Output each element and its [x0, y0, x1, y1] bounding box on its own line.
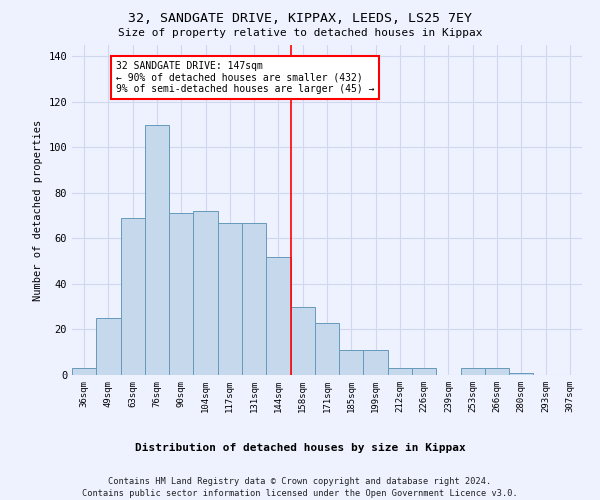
Text: 32, SANDGATE DRIVE, KIPPAX, LEEDS, LS25 7EY: 32, SANDGATE DRIVE, KIPPAX, LEEDS, LS25 …	[128, 12, 472, 26]
Text: Contains HM Land Registry data © Crown copyright and database right 2024.: Contains HM Land Registry data © Crown c…	[109, 477, 491, 486]
Text: Contains public sector information licensed under the Open Government Licence v3: Contains public sector information licen…	[82, 489, 518, 498]
Bar	[169, 214, 193, 375]
Bar	[412, 368, 436, 375]
Y-axis label: Number of detached properties: Number of detached properties	[33, 120, 43, 300]
Bar	[72, 368, 96, 375]
Bar	[339, 350, 364, 375]
Bar	[364, 350, 388, 375]
Text: 32 SANDGATE DRIVE: 147sqm
← 90% of detached houses are smaller (432)
9% of semi-: 32 SANDGATE DRIVE: 147sqm ← 90% of detac…	[116, 61, 374, 94]
Bar	[96, 318, 121, 375]
Bar	[266, 256, 290, 375]
Bar	[315, 322, 339, 375]
Bar	[145, 124, 169, 375]
Text: Size of property relative to detached houses in Kippax: Size of property relative to detached ho…	[118, 28, 482, 38]
Bar	[509, 372, 533, 375]
Bar	[121, 218, 145, 375]
Bar	[388, 368, 412, 375]
Bar	[290, 306, 315, 375]
Bar	[218, 222, 242, 375]
Bar	[461, 368, 485, 375]
Bar	[242, 222, 266, 375]
Bar	[193, 211, 218, 375]
Text: Distribution of detached houses by size in Kippax: Distribution of detached houses by size …	[134, 442, 466, 452]
Bar	[485, 368, 509, 375]
